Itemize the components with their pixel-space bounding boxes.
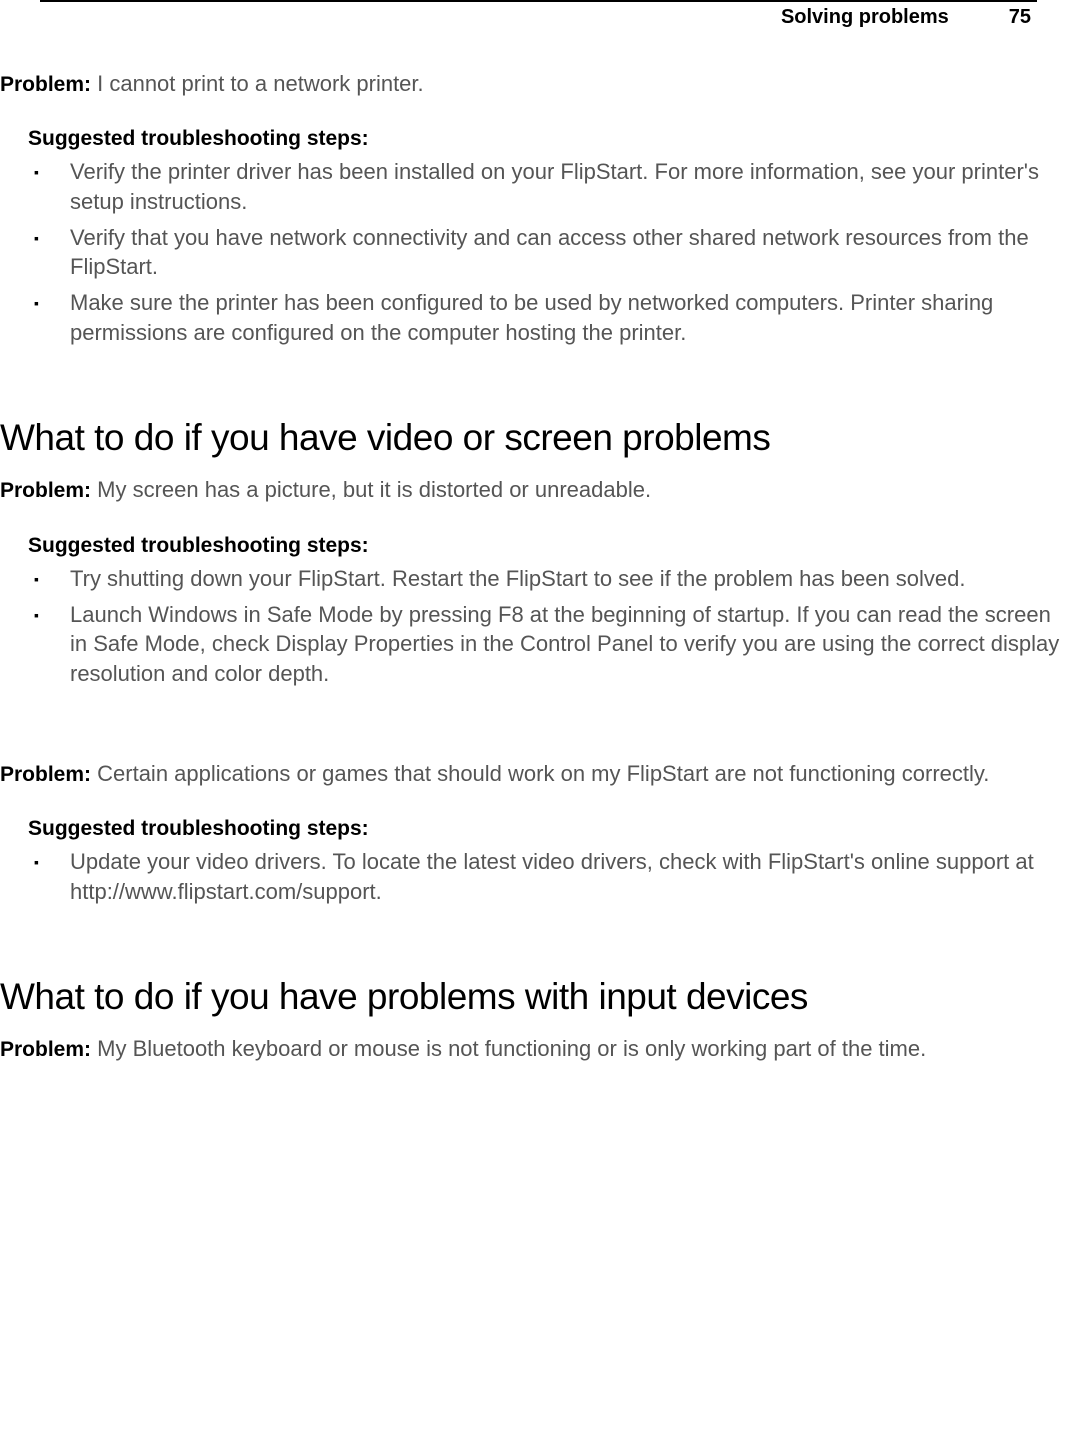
problem-text: I cannot print to a network printer.: [91, 71, 424, 96]
problem-line: Problem: Certain applications or games t…: [0, 759, 1067, 789]
problem-block-network-printer: Problem: I cannot print to a network pri…: [0, 69, 1077, 347]
problem-text: My Bluetooth keyboard or mouse is not fu…: [91, 1036, 926, 1061]
problem-block-apps-not-working: Problem: Certain applications or games t…: [0, 759, 1077, 907]
problem-label: Problem:: [0, 1038, 91, 1061]
steps-heading: Suggested troubleshooting steps:: [28, 127, 1077, 151]
step-item: Verify that you have network connectivit…: [28, 223, 1067, 282]
problem-text: My screen has a picture, but it is disto…: [91, 477, 651, 502]
section-heading-input-devices: What to do if you have problems with inp…: [0, 976, 1077, 1018]
problem-block-screen-distorted: Problem: My screen has a picture, but it…: [0, 475, 1077, 688]
step-item: Make sure the printer has been configure…: [28, 288, 1067, 347]
steps-list: Update your video drivers. To locate the…: [28, 847, 1067, 906]
problem-line: Problem: My Bluetooth keyboard or mouse …: [0, 1034, 1067, 1064]
problem-label: Problem:: [0, 763, 91, 786]
step-item: Launch Windows in Safe Mode by pressing …: [28, 600, 1067, 689]
problem-label: Problem:: [0, 73, 91, 96]
problem-block-bluetooth: Problem: My Bluetooth keyboard or mouse …: [0, 1034, 1077, 1064]
page-header: Solving problems 75: [40, 0, 1037, 29]
steps-heading: Suggested troubleshooting steps:: [28, 817, 1077, 841]
problem-text: Certain applications or games that shoul…: [91, 761, 989, 786]
step-item: Try shutting down your FlipStart. Restar…: [28, 564, 1067, 594]
header-section-title: Solving problems: [781, 6, 949, 29]
steps-list: Verify the printer driver has been insta…: [28, 157, 1067, 347]
page-content: Problem: I cannot print to a network pri…: [0, 29, 1077, 1065]
steps-list: Try shutting down your FlipStart. Restar…: [28, 564, 1067, 689]
section-heading-video: What to do if you have video or screen p…: [0, 417, 1077, 459]
page: Solving problems 75 Problem: I cannot pr…: [0, 0, 1077, 1435]
problem-line: Problem: My screen has a picture, but it…: [0, 475, 1067, 505]
step-item: Update your video drivers. To locate the…: [28, 847, 1067, 906]
header-page-number: 75: [1009, 6, 1037, 29]
step-item: Verify the printer driver has been insta…: [28, 157, 1067, 216]
problem-label: Problem:: [0, 479, 91, 502]
steps-heading: Suggested troubleshooting steps:: [28, 534, 1077, 558]
problem-line: Problem: I cannot print to a network pri…: [0, 69, 1067, 99]
